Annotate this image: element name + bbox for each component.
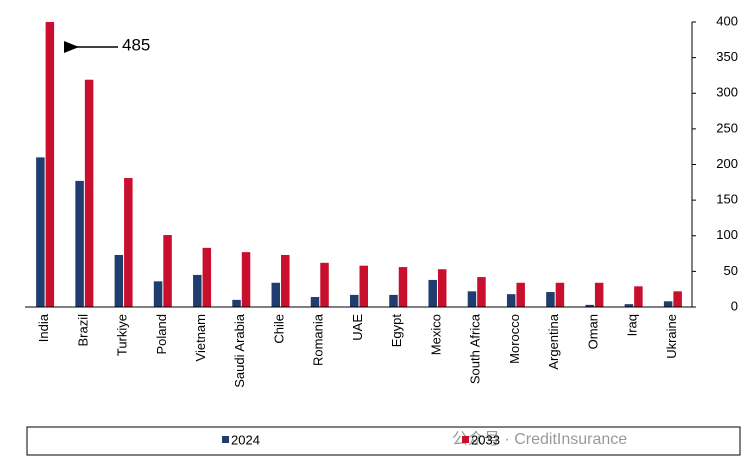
bar <box>555 282 565 307</box>
bar <box>310 297 320 307</box>
bar <box>232 299 241 307</box>
bar <box>350 294 359 307</box>
bar <box>193 274 202 307</box>
bar <box>36 157 45 307</box>
bar <box>585 304 594 307</box>
legend-swatch <box>462 436 469 443</box>
y-tick-label: 300 <box>716 85 738 100</box>
x-tick-label: Turkiye <box>115 314 130 356</box>
y-tick-label: 200 <box>716 156 738 171</box>
bar <box>467 291 477 307</box>
x-tick-label: Morocco <box>507 314 522 364</box>
legend-label: 2033 <box>471 432 500 447</box>
legend-label: 2024 <box>231 432 260 447</box>
bar <box>84 79 94 308</box>
bar <box>202 247 212 307</box>
bar <box>389 294 398 307</box>
bars <box>36 22 682 308</box>
bar <box>153 281 163 307</box>
x-tick-label: Brazil <box>75 314 90 347</box>
bar <box>320 262 329 307</box>
bar <box>114 254 124 307</box>
x-tick-label: Vietnam <box>193 314 208 361</box>
bar <box>594 282 604 307</box>
x-tick-label: Egypt <box>389 314 404 348</box>
bar <box>398 267 408 307</box>
legend-box <box>26 426 741 456</box>
x-tick-label: Romania <box>311 313 326 366</box>
bar <box>506 294 516 307</box>
annotation: 485 <box>122 35 150 54</box>
bar <box>437 269 447 307</box>
bar <box>45 22 55 307</box>
bar <box>516 282 525 307</box>
x-tick-label: South Africa <box>468 313 483 384</box>
bar <box>634 286 643 307</box>
bar <box>281 254 290 307</box>
x-tick-label: Iraq <box>625 314 640 336</box>
bar <box>359 265 368 307</box>
y-tick-label: 150 <box>716 192 738 207</box>
watermark: 公众号 · CreditInsurance <box>452 430 627 448</box>
y-tick-label: 250 <box>716 120 738 135</box>
x-tick-label: Argentina <box>546 313 561 369</box>
y-tick-label: 50 <box>724 263 738 278</box>
x-tick-label: Chile <box>271 314 286 344</box>
y-tick-label: 100 <box>716 227 738 242</box>
bar <box>673 291 682 307</box>
y-tick-label: 350 <box>716 49 738 64</box>
x-tick-label: Oman <box>585 314 600 349</box>
bar <box>124 178 133 307</box>
bar <box>241 252 251 307</box>
bar <box>428 279 437 307</box>
x-tick-label: Poland <box>154 314 169 354</box>
x-tick-label: Saudi Arabia <box>232 313 247 387</box>
legend-swatch <box>222 436 229 443</box>
y-tick-label: 400 <box>716 13 738 28</box>
bar <box>163 235 172 307</box>
bar <box>546 292 555 307</box>
x-tick-label: India <box>36 313 51 342</box>
bar <box>477 277 486 307</box>
x-tick-label: Mexico <box>428 314 443 355</box>
x-tick-label: UAE <box>350 314 365 341</box>
bar <box>271 282 281 307</box>
bar <box>663 301 673 307</box>
y-tick-label: 0 <box>731 298 738 313</box>
bar <box>75 180 84 307</box>
bar <box>624 304 634 307</box>
x-tick-label: Ukraine <box>664 314 679 359</box>
